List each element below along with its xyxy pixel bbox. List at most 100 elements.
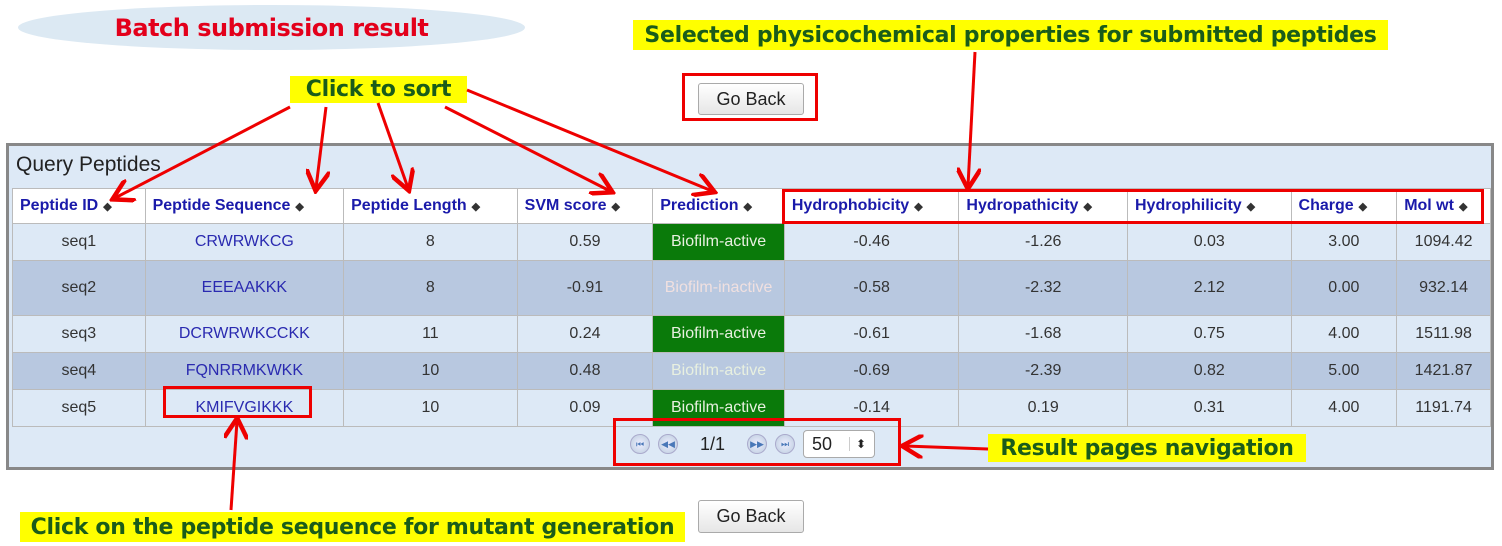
peptide-sequence-link[interactable]: FQNRRMKWKK: [144, 352, 345, 390]
cell: seq5: [12, 389, 146, 427]
first-page-icon[interactable]: ⏮: [630, 434, 650, 454]
sort-icon: ◆: [914, 201, 923, 213]
properties-highlight: [782, 189, 1484, 224]
cell: 0.19: [958, 389, 1128, 427]
cell: -0.91: [516, 260, 654, 316]
sort-icon: ◆: [103, 201, 112, 213]
table-row: seq4 FQNRRMKWKK 10 0.48 Biofilm-active -0.69-…: [12, 352, 1491, 390]
prediction-badge: Biofilm-inactive: [652, 260, 785, 316]
updown-icon: ⬍: [848, 437, 866, 451]
header-label: Peptide Length: [351, 197, 467, 214]
cell: seq2: [12, 260, 146, 316]
cell: -1.26: [958, 223, 1128, 261]
prediction-badge: Biofilm-active: [652, 223, 785, 261]
prev-page-icon[interactable]: ◀◀: [658, 434, 678, 454]
cell: -0.46: [783, 223, 960, 261]
page-indicator: 1/1: [700, 433, 726, 454]
header-label: Hydrophilicity: [1134, 197, 1242, 214]
header-label: Hydropathicity: [966, 197, 1079, 214]
cell: 1511.98: [1396, 315, 1491, 353]
cell: 5.00: [1290, 352, 1398, 390]
header-label: Hydrophobicity: [791, 197, 910, 214]
title-annotation: Batch submission result: [18, 5, 525, 50]
go-back-button-bottom[interactable]: Go Back: [698, 500, 804, 533]
cell: 1191.74: [1396, 389, 1491, 427]
sort-header-prediction[interactable]: Prediction ◆: [652, 188, 785, 224]
table-row: seq2 EEEAAKKK 8 -0.91 Biofilm-inactive -0.58-…: [12, 260, 1491, 316]
sort-header-hydropathicity[interactable]: Hydropathicity ◆: [958, 188, 1128, 224]
selected-properties-annotation: Selected physicochemical properties for …: [633, 20, 1388, 50]
header-label: Mol wt: [1404, 197, 1454, 214]
sort-icon: ◆: [1358, 201, 1368, 213]
sort-icon: ◆: [1458, 201, 1468, 213]
cell: seq4: [12, 352, 146, 390]
sort-header-peptide-sequence[interactable]: Peptide Sequence ◆: [144, 188, 345, 224]
header-label: SVM score: [524, 197, 607, 214]
navigation-highlight: [613, 418, 901, 466]
sort-icon: ◆: [295, 201, 304, 213]
sort-header-hydrophobicity[interactable]: Hydrophobicity ◆: [783, 188, 960, 224]
prediction-badge: Biofilm-active: [652, 315, 785, 353]
cell: 8: [343, 260, 518, 316]
cell: 4.00: [1290, 389, 1398, 427]
cell: 0.48: [516, 352, 654, 390]
sort-icon: ◆: [611, 201, 620, 213]
sort-header-peptide-length[interactable]: Peptide Length ◆: [343, 188, 518, 224]
next-page-icon[interactable]: ▶▶: [747, 434, 768, 454]
cell: 1421.87: [1396, 352, 1491, 390]
results-table: Peptide ID ◆ Peptide Sequence ◆ Peptide Leng…: [12, 188, 1491, 427]
cell: 0.24: [516, 315, 654, 353]
sequence-highlight: [163, 386, 312, 418]
cell: 0.75: [1126, 315, 1292, 353]
cell: -0.69: [783, 352, 960, 390]
cell: 3.00: [1290, 223, 1398, 261]
cell: seq3: [12, 315, 146, 353]
page-size-select[interactable]: 50 ⬍: [803, 430, 876, 458]
peptide-sequence-link[interactable]: DCRWRWKCCKK: [144, 315, 345, 353]
cell: 0.09: [516, 389, 654, 427]
cell: 10: [343, 352, 518, 390]
cell: -1.68: [958, 315, 1128, 353]
cell: -2.39: [958, 352, 1128, 390]
pagination: ⏮ ◀◀ 1/1 ▶▶ ⏭ 50 ⬍: [630, 430, 876, 458]
cell: 8: [343, 223, 518, 261]
header-label: Peptide ID: [20, 197, 99, 214]
sort-header-hydrophilicity[interactable]: Hydrophilicity ◆: [1126, 188, 1292, 224]
prediction-badge: Biofilm-active: [652, 352, 785, 390]
sort-header-peptide-id[interactable]: Peptide ID ◆: [12, 188, 146, 224]
sort-icon: ◆: [1246, 201, 1256, 213]
cell: 1094.42: [1396, 223, 1491, 261]
sort-header-svm-score[interactable]: SVM score ◆: [516, 188, 654, 224]
cell: -2.32: [958, 260, 1128, 316]
cell: 0.59: [516, 223, 654, 261]
header-label: Peptide Sequence: [152, 197, 291, 214]
table-row: seq3 DCRWRWKCCKK 11 0.24 Biofilm-active -0.61…: [12, 315, 1491, 353]
header-label: Prediction: [660, 197, 739, 214]
table-row: seq1 CRWRWKCG 8 0.59 Biofilm-active -0.46 -1.2…: [12, 223, 1491, 261]
cell: seq1: [12, 223, 146, 261]
cell: 0.82: [1126, 352, 1292, 390]
cell: 0.31: [1126, 389, 1292, 427]
navigation-annotation: Result pages navigation: [988, 434, 1306, 462]
page-size-value: 50: [812, 433, 833, 454]
cell: 0.03: [1126, 223, 1292, 261]
cell: -0.61: [783, 315, 960, 353]
sort-icon: ◆: [1083, 201, 1092, 213]
mutant-annotation: Click on the peptide sequence for mutant…: [20, 512, 685, 542]
peptide-sequence-link[interactable]: CRWRWKCG: [144, 223, 345, 261]
header-label: Charge: [1298, 197, 1354, 214]
cell: 4.00: [1290, 315, 1398, 353]
last-page-icon[interactable]: ⏭: [775, 434, 796, 454]
cell: 10: [343, 389, 518, 427]
sort-header-mol-wt[interactable]: Mol wt ◆: [1396, 188, 1491, 224]
cell: 11: [343, 315, 518, 353]
click-to-sort-annotation: Click to sort: [290, 76, 467, 103]
cell: -0.58: [783, 260, 960, 316]
go-back-button-top[interactable]: Go Back: [698, 83, 804, 115]
table-caption: Query Peptides: [16, 153, 161, 176]
sort-icon: ◆: [471, 201, 481, 213]
peptide-sequence-link[interactable]: EEEAAKKK: [144, 260, 345, 316]
cell: 2.12: [1126, 260, 1292, 316]
cell: 0.00: [1290, 260, 1398, 316]
cell: 932.14: [1396, 260, 1491, 316]
